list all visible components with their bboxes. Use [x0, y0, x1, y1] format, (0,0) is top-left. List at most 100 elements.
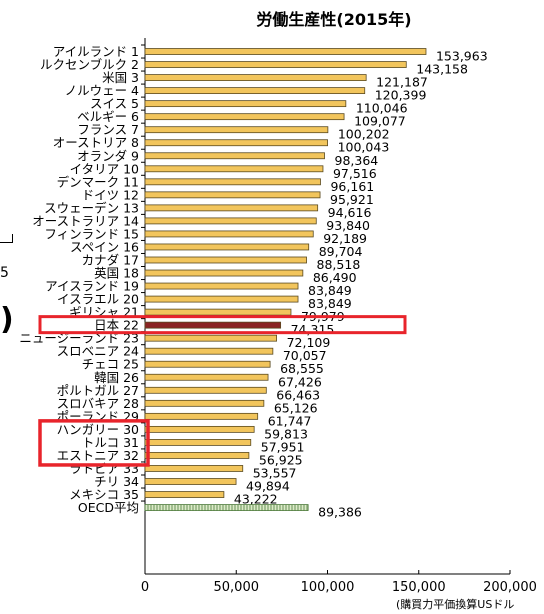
x-tick-label: 50,000 [214, 580, 260, 595]
bar [144, 204, 319, 212]
bar [144, 282, 299, 290]
category-label: 韓国 26 [94, 370, 139, 385]
category-label: ポルトガル 27 [57, 383, 139, 398]
category-label: オーストラリア 14 [32, 213, 139, 228]
bar [144, 113, 345, 121]
value-label: 100,043 [338, 140, 390, 155]
cropped-edge-paren: ) [0, 302, 14, 337]
value-label: 86,490 [313, 270, 357, 285]
bar [144, 61, 407, 68]
bar [144, 373, 269, 381]
category-label: アイスランド 19 [45, 279, 139, 294]
category-label: OECD平均 [78, 500, 139, 515]
category-label: ドイツ 12 [82, 187, 139, 202]
value-label: 120,399 [375, 88, 427, 103]
bar [144, 126, 329, 134]
category-label: チェコ 25 [82, 357, 139, 372]
x-tick-label: 200,000 [483, 580, 537, 595]
value-label: 94,616 [328, 205, 372, 220]
category-label: イスラエル 20 [57, 292, 139, 307]
category-label: スロベニア 24 [57, 344, 139, 359]
bar [144, 478, 237, 485]
bar [144, 165, 324, 173]
bar [144, 48, 427, 55]
value-label: 67,426 [278, 374, 322, 389]
bar [144, 465, 244, 472]
value-label: 100,202 [338, 127, 390, 142]
category-label: フランス 7 [77, 122, 139, 137]
bar [144, 439, 252, 446]
category-label: オランダ 9 [77, 148, 139, 163]
category-label: 英国 18 [94, 266, 139, 281]
cropped-edge-digit: 5 [0, 265, 9, 281]
category-label: 日本 22 [94, 318, 139, 333]
value-label: 57,951 [261, 439, 305, 454]
bar [144, 74, 367, 81]
bar [144, 243, 310, 251]
bar [144, 412, 259, 420]
value-label: 65,126 [274, 400, 318, 415]
value-label: 68,555 [280, 361, 324, 376]
bar [144, 230, 314, 238]
value-label: 98,364 [335, 153, 379, 168]
value-label: 83,849 [308, 283, 352, 298]
value-label: 89,386 [318, 505, 362, 520]
value-label: 88,518 [317, 257, 361, 272]
bar [144, 256, 307, 264]
category-label: スペイン 16 [70, 239, 139, 254]
value-label: 89,704 [319, 244, 363, 259]
category-label: ニュージーランド 23 [19, 331, 139, 346]
bar [144, 452, 250, 459]
x-tick-label: 100,000 [301, 580, 355, 595]
bar [144, 334, 277, 342]
bar [144, 100, 347, 108]
category-label: トルコ 31 [82, 435, 139, 450]
category-label: オーストリア 8 [53, 135, 139, 150]
bar [144, 360, 271, 368]
value-label: 121,187 [376, 75, 428, 90]
category-label: アイルランド 1 [53, 44, 139, 59]
value-label: 110,046 [356, 101, 408, 116]
category-label: エストニア 32 [57, 448, 139, 463]
value-label: 97,516 [333, 166, 377, 181]
category-label: デンマーク 11 [57, 174, 139, 189]
bar [144, 295, 299, 303]
value-label: 70,057 [283, 348, 327, 363]
value-label: 56,925 [259, 452, 303, 467]
bar [144, 191, 321, 199]
category-label: イタリア 10 [70, 161, 139, 176]
x-tick-label: 0 [141, 580, 149, 595]
bar [144, 269, 304, 277]
bar [144, 321, 282, 329]
category-label: スロバキア 28 [57, 396, 139, 411]
value-label: 66,463 [276, 387, 320, 402]
x-tick-label: 150,000 [392, 580, 446, 595]
value-label: 96,161 [330, 179, 374, 194]
value-label: 143,158 [416, 62, 468, 77]
category-label: ルクセンブルク 2 [40, 57, 139, 72]
chart-title: 労働生産性(2015年) [256, 10, 412, 29]
bar [144, 308, 292, 316]
bar [144, 425, 255, 433]
highlight-box-group [38, 419, 150, 467]
category-label: チリ 34 [94, 474, 139, 489]
bar [144, 139, 328, 147]
category-label: ノルウェー 4 [65, 83, 139, 98]
bar [144, 178, 321, 186]
value-label: 93,840 [326, 218, 370, 233]
category-label: 米国 3 [102, 70, 139, 85]
bar [144, 152, 325, 160]
category-label: メキシコ 35 [69, 487, 139, 502]
value-label: 43,222 [234, 492, 278, 507]
value-label: 53,557 [253, 465, 297, 480]
value-label: 83,849 [308, 296, 352, 311]
bar [144, 217, 317, 225]
category-label: カナダ 17 [82, 252, 139, 267]
bar [144, 87, 366, 95]
category-label: ベルギー 6 [77, 109, 139, 124]
bar [144, 399, 265, 407]
unit-note: (購買力平価換算USドル [396, 598, 515, 611]
value-label: 72,109 [287, 335, 331, 350]
highlight-box-japan [38, 315, 407, 335]
